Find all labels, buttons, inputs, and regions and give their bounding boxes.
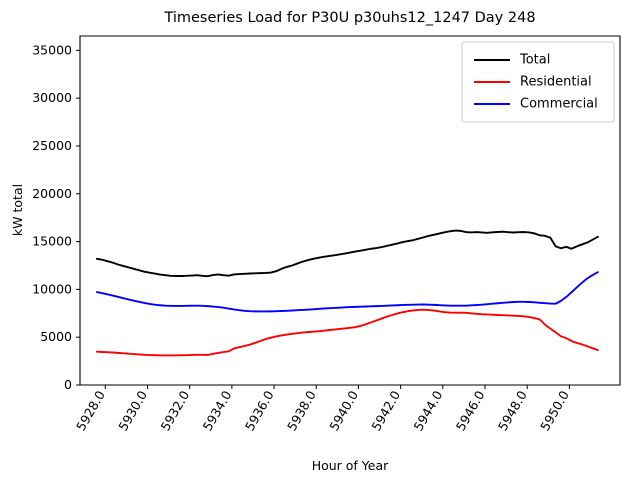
x-tick-label: 5934.0 [200, 388, 235, 433]
x-axis-label: Hour of Year [312, 458, 389, 473]
x-tick-label: 5942.0 [368, 388, 403, 433]
series-line-total [95, 229, 599, 278]
series-line-residential [95, 308, 599, 357]
y-tick-label: 20000 [32, 186, 72, 201]
y-tick-label: 15000 [32, 234, 72, 249]
legend-label-residential: Residential [520, 75, 592, 90]
y-axis-label: kW total [10, 184, 25, 236]
legend-label-commercial: Commercial [520, 97, 598, 112]
y-tick-label: 35000 [32, 42, 72, 57]
legend-label-total: Total [519, 53, 550, 68]
series-line-commercial [95, 271, 599, 313]
chart-legend[interactable]: Total Residential Commercial [461, 41, 615, 123]
axis-titles: Hour of Year kW total [10, 184, 389, 473]
page-title: Timeseries Load for P30U p30uhs12_1247 D… [163, 10, 535, 26]
chart-title-group: Timeseries Load for P30U p30uhs12_1247 D… [163, 10, 535, 26]
y-tick-label: 5000 [40, 329, 72, 344]
y-tick-label: 25000 [32, 138, 72, 153]
y-tick-label: 10000 [32, 281, 72, 296]
x-tick-label: 5948.0 [495, 388, 530, 433]
y-axis-ticks: 0 5000 10000 15000 20000 25000 30000 35000 [32, 42, 80, 392]
x-tick-label: 5928.0 [73, 388, 108, 433]
legend-box [461, 41, 615, 123]
x-tick-label: 5930.0 [115, 388, 150, 433]
x-tick-label: 5932.0 [157, 388, 192, 433]
x-tick-label: 5938.0 [284, 388, 319, 433]
x-tick-label: 5940.0 [326, 388, 361, 433]
x-tick-label: 5944.0 [411, 388, 446, 433]
plot-frame [79, 35, 621, 386]
axes-group [79, 35, 621, 386]
series-group [95, 229, 599, 357]
x-tick-label: 5936.0 [242, 388, 277, 433]
y-tick-label: 0 [64, 377, 72, 392]
x-axis-ticks: 5928.0 5930.0 5932.0 5934.0 5936.0 5938.0 5940… [73, 385, 572, 433]
x-tick-label: 5950.0 [537, 388, 572, 433]
y-tick-label: 30000 [32, 90, 72, 105]
x-tick-label: 5946.0 [453, 388, 488, 433]
